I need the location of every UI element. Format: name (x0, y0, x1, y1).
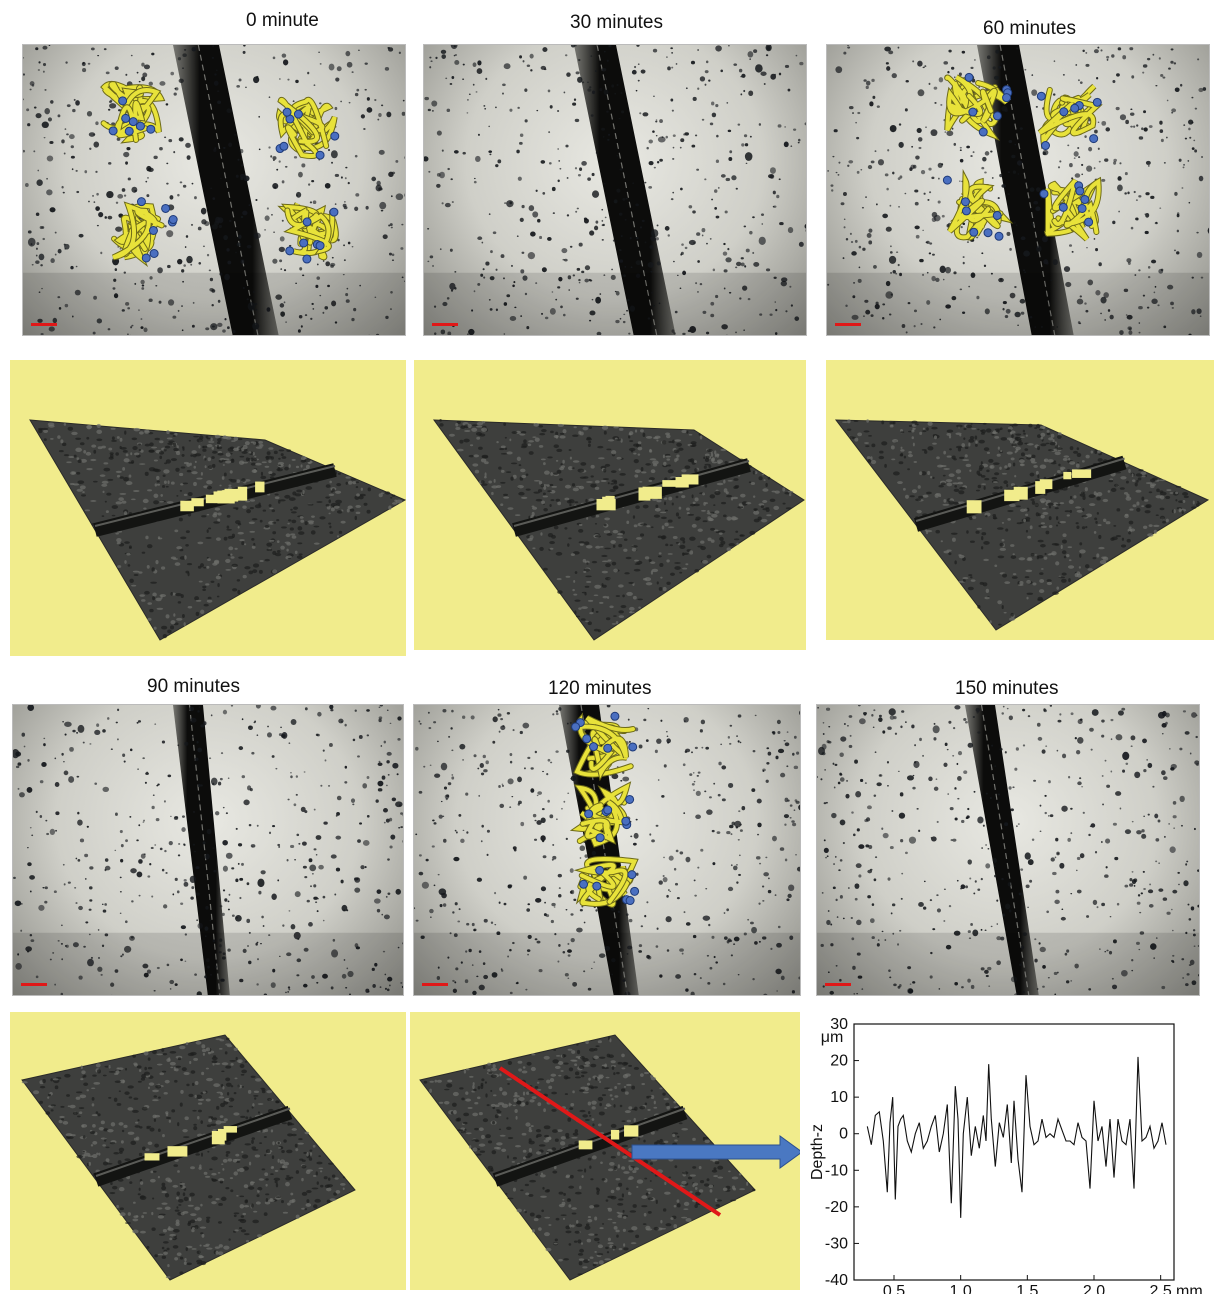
caption-0-minute: 0 minute (246, 10, 319, 31)
crack-band (173, 705, 230, 995)
gap-hole (224, 488, 239, 502)
healing-chain-cluster (100, 80, 166, 144)
x-tick-label: 2.5 (1150, 1283, 1172, 1294)
topography-120-minutes (410, 1012, 800, 1290)
healing-chain-cluster (944, 72, 1013, 141)
y-axis-label: Depth-z (809, 1124, 826, 1180)
speckle-texture (414, 705, 800, 995)
gap-hole (624, 1125, 639, 1137)
y-tick-label: 0 (839, 1126, 848, 1143)
profile-line (498, 1066, 722, 1217)
crack-trench (93, 1105, 293, 1187)
depth-profile-chart: 3020100-10-20-30-400.51.01.52.02.5μmmmPa… (809, 1016, 1203, 1294)
gap-hole (255, 481, 265, 493)
gap-hole (1035, 481, 1046, 494)
gap-hole (205, 494, 217, 504)
gap-hole (191, 498, 204, 507)
scale-bar (422, 983, 448, 986)
x-unit-label: mm (1176, 1283, 1203, 1294)
arrow-to-profile (631, 1135, 800, 1169)
topography-0-minute (10, 360, 406, 656)
y-tick-label: 30 (830, 1016, 848, 1033)
crack-band (173, 45, 279, 335)
gap-hole (180, 500, 194, 512)
scale-bar (21, 983, 47, 986)
plot-frame (853, 1023, 1175, 1281)
micrograph-90-minutes (12, 704, 404, 996)
topography-90-minutes (10, 1012, 406, 1290)
surface-texture (423, 1035, 756, 1275)
scale-bar (825, 983, 851, 986)
gap-hole (966, 500, 982, 514)
surface-plane (21, 1034, 356, 1281)
scale-bar (432, 323, 458, 326)
x-tick-label: 2.0 (1083, 1283, 1105, 1294)
surface-plane (432, 419, 805, 641)
micrograph-30-minutes (423, 44, 807, 336)
topography-60-minutes (826, 360, 1214, 640)
scale-bar (835, 323, 861, 326)
depth-profile-series (866, 1056, 1167, 1218)
crack-band (965, 705, 1039, 995)
y-tick-label: -40 (825, 1272, 848, 1289)
caption-120-minutes: 120 minutes (548, 678, 652, 699)
micrograph-120-minutes (413, 704, 801, 996)
gap-hole (1072, 469, 1092, 478)
y-tick-label: -20 (825, 1199, 848, 1216)
y-tick-label: 10 (830, 1089, 848, 1106)
x-tick-label: 1.0 (950, 1283, 972, 1294)
gap-hole (578, 1140, 593, 1150)
caption-150-minutes: 150 minutes (955, 678, 1059, 699)
x-tick-label: 0.5 (883, 1283, 905, 1294)
gap-hole (681, 474, 699, 485)
micrograph-150-minutes (816, 704, 1200, 996)
crack-trench (512, 458, 751, 537)
surface-texture (439, 418, 794, 633)
gap-hole (223, 1126, 237, 1133)
gap-hole (144, 1153, 160, 1161)
gap-hole (1063, 471, 1072, 480)
gap-hole (217, 1128, 227, 1141)
gap-hole (237, 486, 248, 501)
speckle-texture (424, 45, 806, 335)
x-tick-label: 1.5 (1016, 1283, 1038, 1294)
y-tick-label: 20 (830, 1053, 848, 1070)
healing-chain-cluster (1039, 176, 1102, 242)
caption-90-minutes: 90 minutes (147, 676, 240, 697)
healing-chain-cluster (942, 168, 1014, 241)
micrograph-0-minute (22, 44, 406, 336)
micrograph-60-minutes (826, 44, 1210, 336)
y-tick-label: -10 (825, 1162, 848, 1179)
speckle-texture (817, 705, 1199, 995)
healing-chain-cluster (573, 856, 640, 908)
healing-chain-cluster (1036, 83, 1103, 151)
healing-chain-cluster (569, 781, 635, 848)
crack-band (559, 705, 639, 995)
gap-hole (596, 498, 616, 511)
topography-30-minutes (414, 360, 806, 650)
healing-chain-cluster (571, 711, 638, 782)
gap-hole (662, 480, 681, 487)
gap-hole (1004, 489, 1020, 502)
gap-hole (1039, 479, 1053, 490)
caption-60-minutes: 60 minutes (983, 18, 1076, 39)
gap-hole (642, 486, 662, 499)
healing-chain-cluster (111, 197, 178, 268)
healing-chain-cluster (275, 96, 340, 160)
speckle-texture (13, 705, 403, 995)
scale-bar (31, 323, 57, 326)
caption-30-minutes: 30 minutes (570, 12, 663, 33)
y-unit-label: μm (821, 1029, 844, 1046)
gap-hole (167, 1146, 188, 1157)
y-tick-label: -30 (825, 1235, 848, 1252)
healing-chain-cluster (277, 202, 339, 264)
gap-hole (610, 1129, 620, 1140)
